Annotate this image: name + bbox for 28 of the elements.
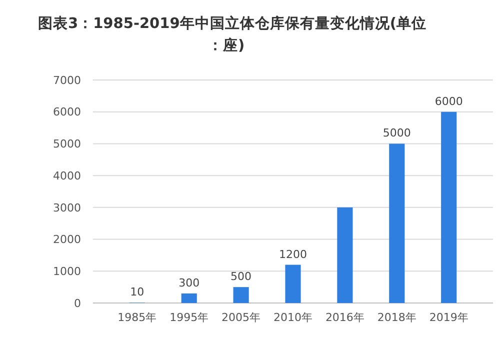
data-label: 1200 (279, 248, 307, 261)
x-tick-label: 2018年 (377, 311, 416, 324)
x-tick-label: 1985年 (118, 311, 157, 324)
data-label: 500 (230, 270, 252, 284)
chart-title: 图表3：1985-2019年中国立体仓库保有量变化情况(单位：座) (38, 14, 426, 54)
bar (285, 264, 301, 303)
x-tick-label: 2019年 (429, 311, 468, 324)
bar (389, 144, 405, 303)
bar (441, 112, 457, 303)
bar (337, 207, 353, 303)
data-label: 5000 (382, 126, 411, 140)
y-tick-label: 1000 (53, 264, 81, 278)
y-tick-label: 7000 (53, 74, 81, 87)
y-tick-label: 4000 (53, 169, 81, 182)
y-tick-label: 6000 (53, 106, 81, 119)
y-tick-label: 2000 (53, 233, 81, 246)
bar (181, 293, 197, 303)
bar (233, 287, 249, 303)
data-label: 300 (178, 276, 200, 290)
y-tick-label: 5000 (53, 138, 81, 151)
x-tick-label: 2016年 (325, 311, 364, 324)
y-tick-label: 0 (74, 296, 81, 310)
data-label: 6000 (434, 94, 463, 108)
x-tick-label: 2010年 (274, 311, 312, 324)
x-tick-label: 1995年 (170, 311, 209, 324)
data-label: 10 (130, 286, 144, 299)
x-tick-label: 2005年 (222, 311, 261, 324)
y-tick-label: 3000 (53, 201, 81, 214)
